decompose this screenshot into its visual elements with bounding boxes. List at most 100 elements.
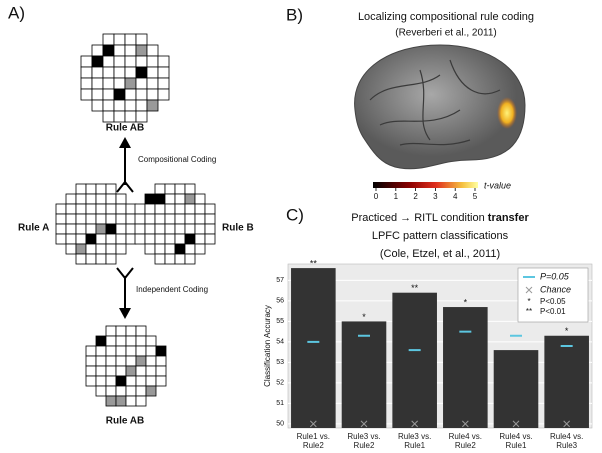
colorbar-tick-label: 1 [394,192,399,201]
y-tick-label: 52 [276,380,284,387]
bar [341,321,387,428]
grid-cell [194,223,206,235]
chance-marker [360,420,368,428]
grid-cell [145,335,157,347]
grid-cell [135,99,148,112]
grid-cell [135,66,148,79]
grid-cell [85,375,97,387]
grid-cell [155,355,167,367]
colorbar-tick-label: 4 [453,192,458,201]
grid-cell [95,335,107,347]
colorbar [373,182,478,188]
grid-cell [95,385,107,397]
grid-cell [174,233,186,245]
grid-cell [95,375,107,387]
grid-cell [115,355,127,367]
grid-cell [164,253,176,265]
grid-cell [55,223,67,235]
grid-cell [125,335,137,347]
chance-marker [411,420,419,428]
brain [354,44,526,170]
grid-cell [135,365,147,377]
grid-cell [105,355,117,367]
grid-cell [85,253,97,265]
legend-swatch [525,286,533,294]
grid-cell [65,203,77,215]
grid-cell [154,203,166,215]
grid-cell [184,213,196,225]
grid-cell [124,110,137,123]
grid-cell [113,66,126,79]
grid-cell [144,243,156,255]
grid-cell [204,223,216,235]
grid-cell [115,243,127,255]
grid-cell [102,77,115,90]
grid-cell [146,44,159,57]
grid-cell [154,253,166,265]
grid-cell [91,77,104,90]
grid-cell [91,44,104,57]
chance-marker [512,420,520,428]
grid-cell [135,33,148,46]
grid-cell [80,88,93,101]
grid-cell [164,233,176,245]
grid-cell [125,365,137,377]
grid-cell [85,203,97,215]
significance: ** [310,258,318,268]
grid-cell [75,213,87,225]
grid-cell [113,99,126,112]
grid-cell [65,193,77,205]
grid-cell [113,55,126,68]
grid-cell [105,365,117,377]
grid-cell [135,55,148,68]
grid-cell [124,44,137,57]
grid-cell [105,335,117,347]
grid-cell [164,243,176,255]
grid-cell [204,203,216,215]
grid-cell [85,365,97,377]
grid-cell [91,66,104,79]
grid-cell [102,88,115,101]
grid-cell [154,233,166,245]
grid-cell [134,223,146,235]
grid-cell [95,183,107,195]
grid-cell [135,110,148,123]
grid-cell [125,203,137,215]
grid-cell [145,355,157,367]
panel-label: A) [8,3,25,22]
grid-cell [85,345,97,357]
grid-cell [164,193,176,205]
grid-cell [125,233,137,245]
colorbar-tick-label: 5 [473,192,478,201]
grid-cell [85,243,97,255]
grid-cell [204,213,216,225]
grid-cell [145,375,157,387]
grid-cell [80,77,93,90]
grid-cell [115,233,127,245]
grid-cell [154,223,166,235]
arrow-head [119,137,131,148]
grid-cell [85,193,97,205]
grid-cell [95,345,107,357]
rule-grids [55,33,216,407]
rule-label: Rule AB [106,123,145,134]
x-tick-label: Rule3 vs. Rule2 [347,432,381,450]
grid-cell [65,213,77,225]
title-text: Practiced → RITL condition [351,212,484,224]
significance: * [565,326,569,336]
grid-cell [146,99,159,112]
grid-cell [125,385,137,397]
grid-cell [164,183,176,195]
grid-cell [154,243,166,255]
grid-cell [125,345,137,357]
grid-cell [113,110,126,123]
grid-cell [75,253,87,265]
x-tick-label: Rule1 vs. Rule2 [296,432,330,450]
grid-cell [125,325,137,337]
grid-cell [105,385,117,397]
colorbar-label: t-value [484,180,511,190]
bar [443,307,488,428]
grid-cell [144,193,156,205]
grid-cell [135,335,147,347]
